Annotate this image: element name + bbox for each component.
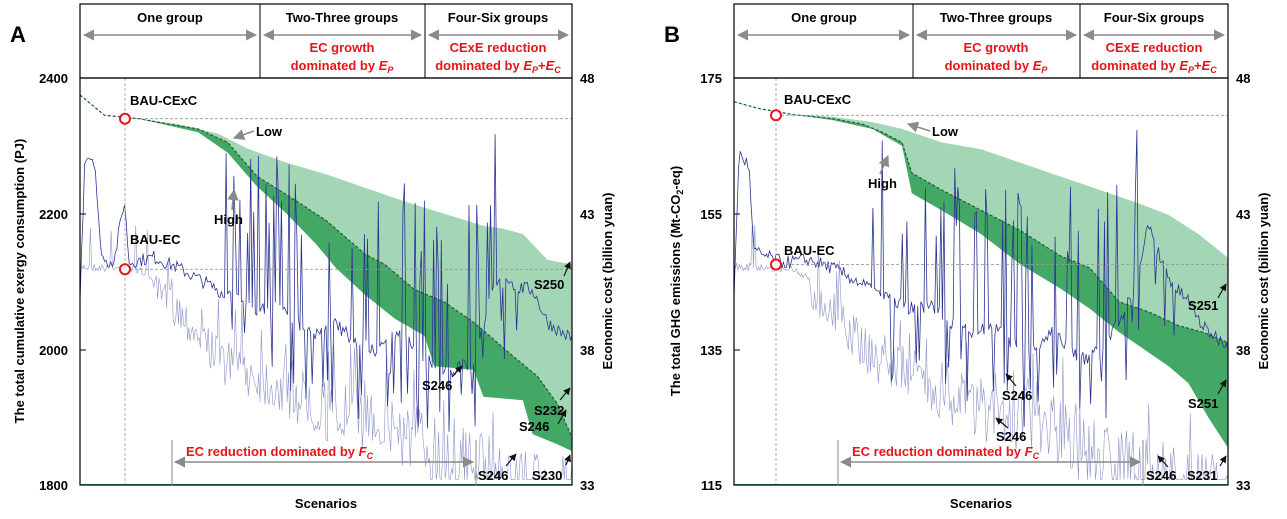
- low-label-a: Low: [256, 124, 283, 139]
- plot-area-a: [79, 78, 573, 485]
- cost-line-light: [79, 225, 573, 481]
- ec-growth-line2: dominated by EP: [291, 58, 395, 75]
- cost-line-main: [79, 134, 573, 432]
- callout-arrow-b-3: [1217, 379, 1227, 395]
- callout-arrow-a-4: [557, 409, 567, 425]
- ec-growth-line1: EC growth: [310, 40, 375, 55]
- ec-reduction-label-a: EC reduction dominated by FC: [186, 444, 374, 461]
- bau-ec-marker: [770, 258, 782, 271]
- group-header-frame-a: [79, 3, 573, 79]
- y2-axis-label-b: Economic cost (billion yuan): [1256, 193, 1271, 370]
- high-arrow-a: [227, 188, 239, 211]
- cexe-reduction-line1: CExE reduction: [450, 40, 547, 55]
- x-axis-label-a: Scenarios: [295, 496, 357, 511]
- callout-arrow-b-1: [1217, 283, 1227, 299]
- y-tick-b-1: 155: [700, 207, 722, 222]
- y2-tick-a-3: 33: [580, 478, 594, 493]
- low-arrow-a: [232, 129, 255, 140]
- y-tick-b-0: 175: [700, 71, 722, 86]
- callout-arrow-a-3: [559, 387, 571, 401]
- y-axis-label-b: The total GHG emissions (Mt-CO2-eq): [668, 166, 685, 396]
- callout-arrow-a-2: [451, 365, 463, 378]
- callout-b-s246-1: S246: [1002, 388, 1032, 403]
- cost-line-main: [733, 129, 1229, 427]
- ec-growth-line2-b: dominated by EP: [945, 58, 1049, 75]
- panel-b: One group Two-Three groups Four-Six grou…: [664, 3, 1271, 511]
- callout-arrow-a-6: [564, 454, 571, 466]
- callout-b-s246-2: S246: [996, 429, 1026, 444]
- cexe-reduction-line1-b: CExE reduction: [1106, 40, 1203, 55]
- bau-ec-marker: [119, 263, 131, 276]
- callout-a-s230: S230: [532, 468, 562, 483]
- y2-tick-b-2: 38: [1236, 343, 1250, 358]
- below-band-area: [734, 101, 1228, 484]
- y2-tick-b-0: 48: [1236, 71, 1250, 86]
- callout-a-s232: S232: [534, 403, 564, 418]
- bau-cexc-marker: [770, 109, 782, 122]
- y2-tick-b-3: 33: [1236, 478, 1250, 493]
- group-label-one: One group: [137, 10, 203, 25]
- group-label-one-b: One group: [791, 10, 857, 25]
- callout-arrow-a-1: [563, 261, 571, 277]
- y2-tick-a-2: 38: [580, 343, 594, 358]
- y-tick-b-3: 115: [701, 478, 722, 493]
- callout-a-s246-2: S246: [519, 419, 549, 434]
- y-tick-a-3: 1800: [39, 478, 68, 493]
- low-arrow-b: [906, 121, 931, 133]
- y-tick-a-0: 2400: [39, 71, 68, 86]
- group-label-four-six: Four-Six groups: [448, 10, 548, 25]
- high-boundary-line: [733, 101, 1229, 344]
- group-label-two-three-b: Two-Three groups: [940, 10, 1052, 25]
- y2-tick-a-1: 43: [580, 207, 594, 222]
- y2-tick-a-0: 48: [580, 71, 594, 86]
- ec-growth-line1-b: EC growth: [964, 40, 1029, 55]
- cexe-reduction-line2-b: dominated by EP+EC: [1091, 58, 1217, 75]
- ec-reduction-label-b: EC reduction dominated by FC: [852, 444, 1040, 461]
- below-band-area: [80, 95, 572, 484]
- bau-cexc-marker: [119, 112, 131, 125]
- callout-arrow-b-6: [1219, 455, 1227, 467]
- y2-tick-b-1: 43: [1236, 207, 1250, 222]
- high-label-a: High: [214, 212, 243, 227]
- callout-arrow-b-4: [995, 417, 1009, 429]
- y-axis-label-a: The total cumulative exergy consumption …: [12, 139, 27, 424]
- high-label-b: High: [868, 176, 897, 191]
- group-label-four-six-b: Four-Six groups: [1104, 10, 1204, 25]
- callout-arrow-b-5: [1157, 455, 1169, 468]
- panel-a: One group Two-Three groups Four-Six grou…: [10, 3, 615, 511]
- bau-ec-label-b: BAU-EC: [784, 243, 835, 258]
- callout-a-s250: S250: [534, 277, 564, 292]
- panel-letter-a: A: [10, 22, 26, 47]
- callout-a-s246-3: S246: [478, 468, 508, 483]
- callout-a-s246-1: S246: [422, 378, 452, 393]
- panel-letter-b: B: [664, 22, 680, 47]
- group-label-two-three: Two-Three groups: [286, 10, 398, 25]
- callout-arrow-b-2: [1005, 373, 1017, 387]
- plot-area-b: [733, 78, 1229, 485]
- bau-cexc-label-a: BAU-CExC: [130, 93, 198, 108]
- y-tick-b-2: 135: [700, 343, 722, 358]
- callout-b-s231: S231: [1187, 468, 1217, 483]
- callout-arrow-a-5: [505, 453, 517, 467]
- bau-cexc-label-b: BAU-CExC: [784, 92, 852, 107]
- x-axis-label-b: Scenarios: [950, 496, 1012, 511]
- callout-b-s251-2: S251: [1188, 396, 1218, 411]
- low-label-b: Low: [932, 124, 959, 139]
- callout-b-s251-1: S251: [1188, 298, 1218, 313]
- high-arrow-b: [878, 154, 890, 175]
- bau-ec-label-a: BAU-EC: [130, 232, 181, 247]
- y-tick-a-2: 2000: [39, 343, 68, 358]
- cexe-reduction-line2: dominated by EP+EC: [435, 58, 561, 75]
- callout-b-s246-3: S246: [1146, 468, 1176, 483]
- high-boundary-line: [79, 94, 573, 438]
- y2-axis-label-a: Economic cost (billion yuan): [600, 193, 615, 370]
- y-tick-a-1: 2200: [39, 207, 68, 222]
- cost-line-light: [733, 224, 1229, 481]
- group-header-frame-b: [733, 3, 1229, 79]
